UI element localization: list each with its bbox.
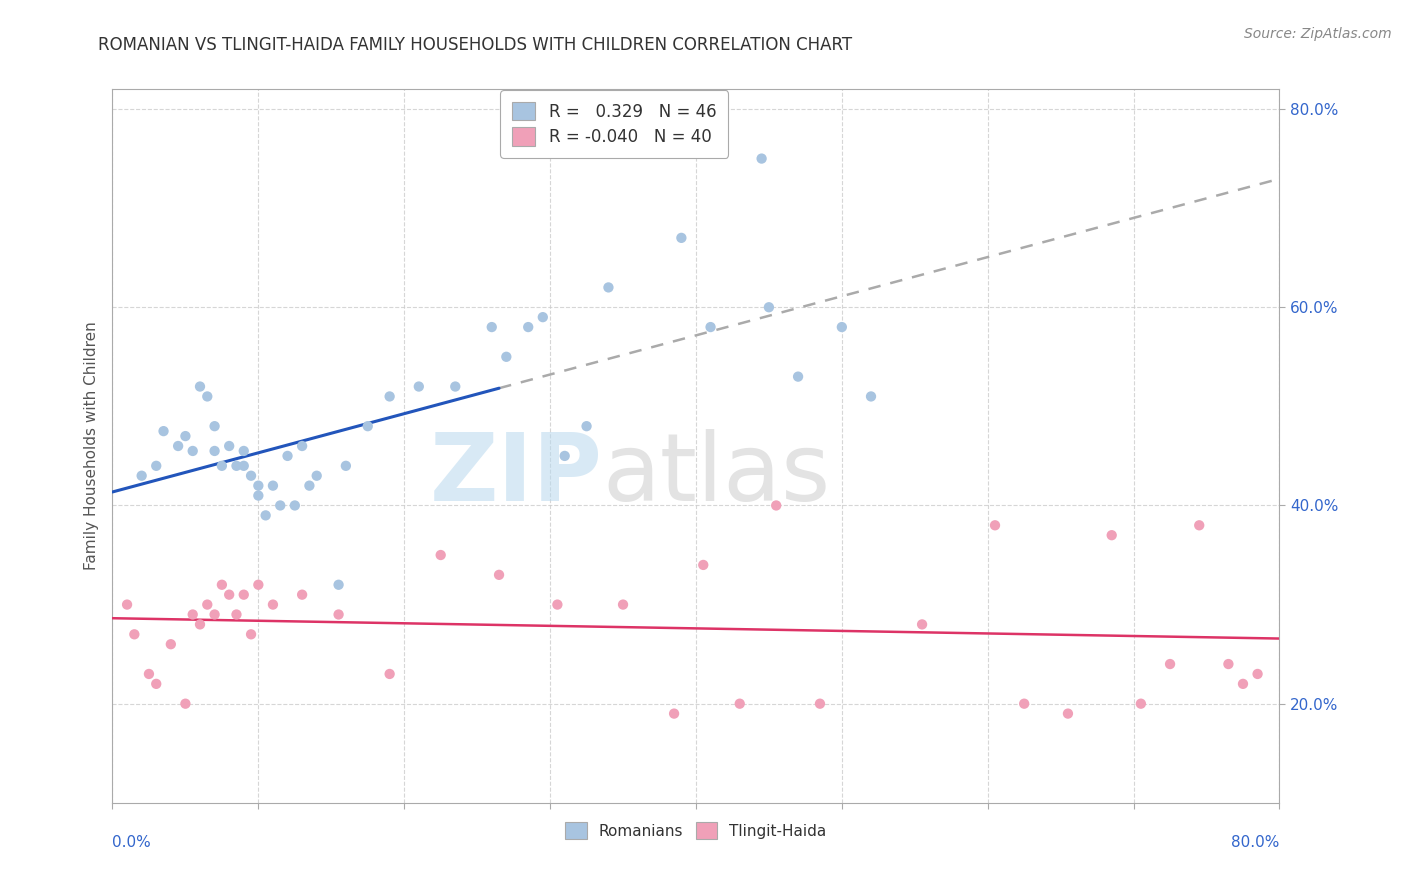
Point [1246,667,1268,681]
Point [911,617,934,632]
Point [240,468,263,483]
Point [145,677,167,691]
Point [671,231,693,245]
Point [575,419,598,434]
Point [160,637,183,651]
Point [751,152,773,166]
Point [276,449,298,463]
Point [174,697,197,711]
Point [1159,657,1181,671]
Point [357,419,380,434]
Point [247,489,270,503]
Point [167,439,190,453]
Point [284,499,307,513]
Point [481,320,503,334]
Point [378,667,401,681]
Text: Source: ZipAtlas.com: Source: ZipAtlas.com [1244,27,1392,41]
Point [254,508,277,523]
Point [531,310,554,325]
Point [115,598,138,612]
Legend: Romanians, Tlingit-Haida: Romanians, Tlingit-Haida [560,816,832,845]
Point [1101,528,1123,542]
Point [225,607,247,622]
Point [124,627,146,641]
Point [429,548,451,562]
Point [240,627,263,641]
Point [247,578,270,592]
Point [232,588,254,602]
Point [598,280,620,294]
Point [335,458,357,473]
Point [211,458,233,473]
Text: 0.0%: 0.0% [112,835,152,850]
Text: 80.0%: 80.0% [1232,835,1279,850]
Point [662,706,685,721]
Point [612,598,634,612]
Point [131,468,153,483]
Point [211,578,233,592]
Point [328,578,350,592]
Point [262,478,284,492]
Point [517,320,540,334]
Point [860,389,883,403]
Point [145,458,167,473]
Text: ZIP: ZIP [430,428,603,521]
Point [188,617,211,632]
Point [262,598,284,612]
Point [1188,518,1211,533]
Point [1129,697,1152,711]
Point [218,439,240,453]
Point [1218,657,1240,671]
Point [378,389,401,403]
Point [298,478,321,492]
Point [181,607,204,622]
Point [291,439,314,453]
Point [787,369,810,384]
Point [188,379,211,393]
Point [546,598,568,612]
Text: atlas: atlas [603,428,831,521]
Point [488,567,510,582]
Point [728,697,751,711]
Point [1057,706,1080,721]
Point [758,300,780,314]
Point [204,444,226,458]
Point [225,458,247,473]
Point [699,320,721,334]
Point [174,429,197,443]
Point [495,350,517,364]
Point [765,499,787,513]
Point [291,588,314,602]
Point [218,588,240,602]
Point [444,379,467,393]
Point [138,667,160,681]
Point [554,449,576,463]
Point [1232,677,1254,691]
Text: ROMANIAN VS TLINGIT-HAIDA FAMILY HOUSEHOLDS WITH CHILDREN CORRELATION CHART: ROMANIAN VS TLINGIT-HAIDA FAMILY HOUSEHO… [98,36,852,54]
Point [152,424,174,438]
Y-axis label: Family Households with Children: Family Households with Children [83,322,98,570]
Point [328,607,350,622]
Point [831,320,853,334]
Point [305,468,328,483]
Point [269,499,291,513]
Point [808,697,831,711]
Point [204,419,226,434]
Point [232,458,254,473]
Point [1012,697,1035,711]
Point [247,478,270,492]
Point [181,444,204,458]
Point [195,598,218,612]
Point [204,607,226,622]
Point [408,379,430,393]
Point [692,558,714,572]
Point [232,444,254,458]
Point [195,389,218,403]
Point [984,518,1007,533]
